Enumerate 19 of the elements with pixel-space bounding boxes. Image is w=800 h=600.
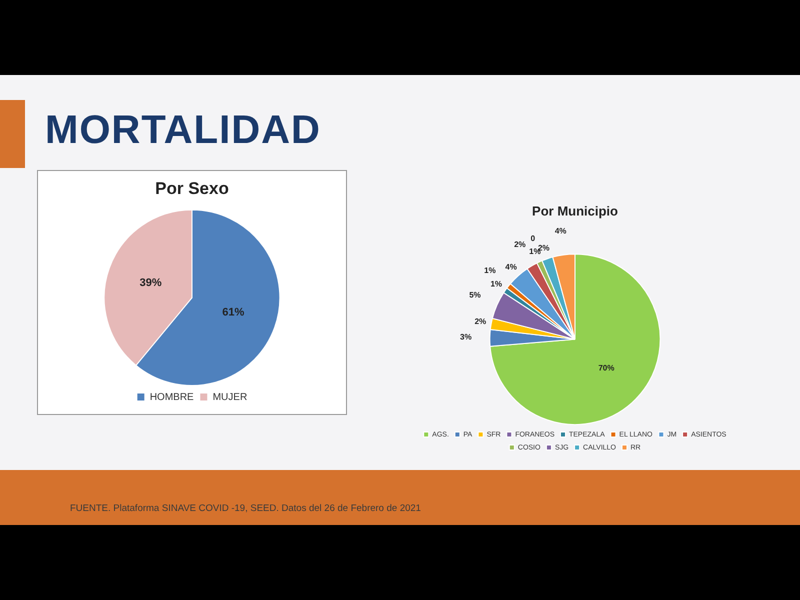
data-label: 2% — [474, 317, 486, 326]
data-label: 4% — [505, 262, 517, 272]
text: 0 — [530, 234, 536, 243]
data-label: 5% — [469, 290, 481, 300]
data-label: 1% — [490, 279, 502, 288]
data-label: 61% — [222, 306, 245, 319]
chart-title: Por Sexo — [155, 178, 229, 198]
data-label: 70% — [598, 363, 614, 372]
source-note: FUENTE. Plataforma SINAVE COVID -19, SEED. Datos del 26 de Febrero de 2021 — [70, 503, 421, 514]
data-label: 2% — [514, 240, 526, 250]
legend-label: HOMBRE — [150, 392, 194, 403]
legend-label: MUJER — [212, 392, 248, 403]
data-label: 39% — [140, 276, 162, 289]
data-label: 1% — [484, 266, 496, 276]
chart-title: Por Municipio — [532, 203, 618, 218]
data-label: 4% — [554, 226, 566, 236]
data-label: 1% — [529, 247, 541, 256]
data-label: 3% — [460, 332, 472, 342]
text: MORTALIDAD — [45, 108, 321, 153]
